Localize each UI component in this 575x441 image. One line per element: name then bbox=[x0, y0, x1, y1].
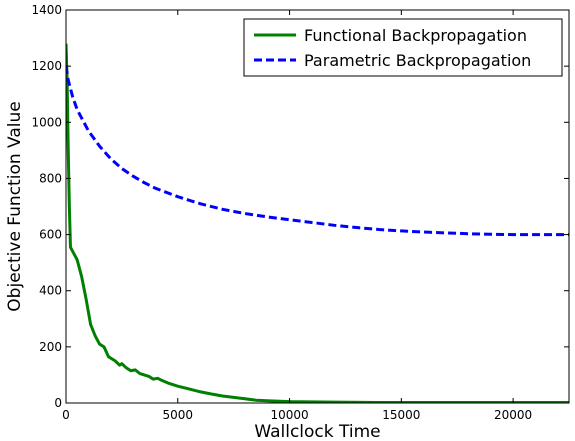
x-tick-label: 10000 bbox=[270, 408, 308, 422]
x-axis-title: Wallclock Time bbox=[254, 422, 380, 441]
y-axis-title: Objective Function Value bbox=[5, 101, 25, 311]
y-tick-label: 1000 bbox=[31, 115, 62, 129]
x-tick-label: 5000 bbox=[163, 408, 194, 422]
y-tick-label: 200 bbox=[39, 340, 62, 354]
legend: Functional Backpropagation Parametric Bac… bbox=[243, 18, 563, 77]
series-line-functional bbox=[66, 43, 569, 403]
y-tick-label: 0 bbox=[54, 396, 62, 410]
y-tick-label: 1200 bbox=[31, 59, 62, 73]
series-line-parametric bbox=[66, 65, 569, 237]
y-tick-label: 800 bbox=[39, 171, 62, 185]
legend-label: Functional Backpropagation bbox=[304, 26, 527, 45]
x-tick-label: 15000 bbox=[382, 408, 420, 422]
legend-label: Parametric Backpropagation bbox=[304, 51, 531, 70]
legend-box bbox=[243, 18, 563, 77]
x-tick-label: 0 bbox=[62, 408, 70, 422]
y-tick-label: 400 bbox=[39, 284, 62, 298]
x-tick-label: 20000 bbox=[494, 408, 532, 422]
plot-frame bbox=[65, 9, 570, 404]
y-tick-label: 600 bbox=[39, 228, 62, 242]
y-tick-label: 1400 bbox=[31, 3, 62, 17]
